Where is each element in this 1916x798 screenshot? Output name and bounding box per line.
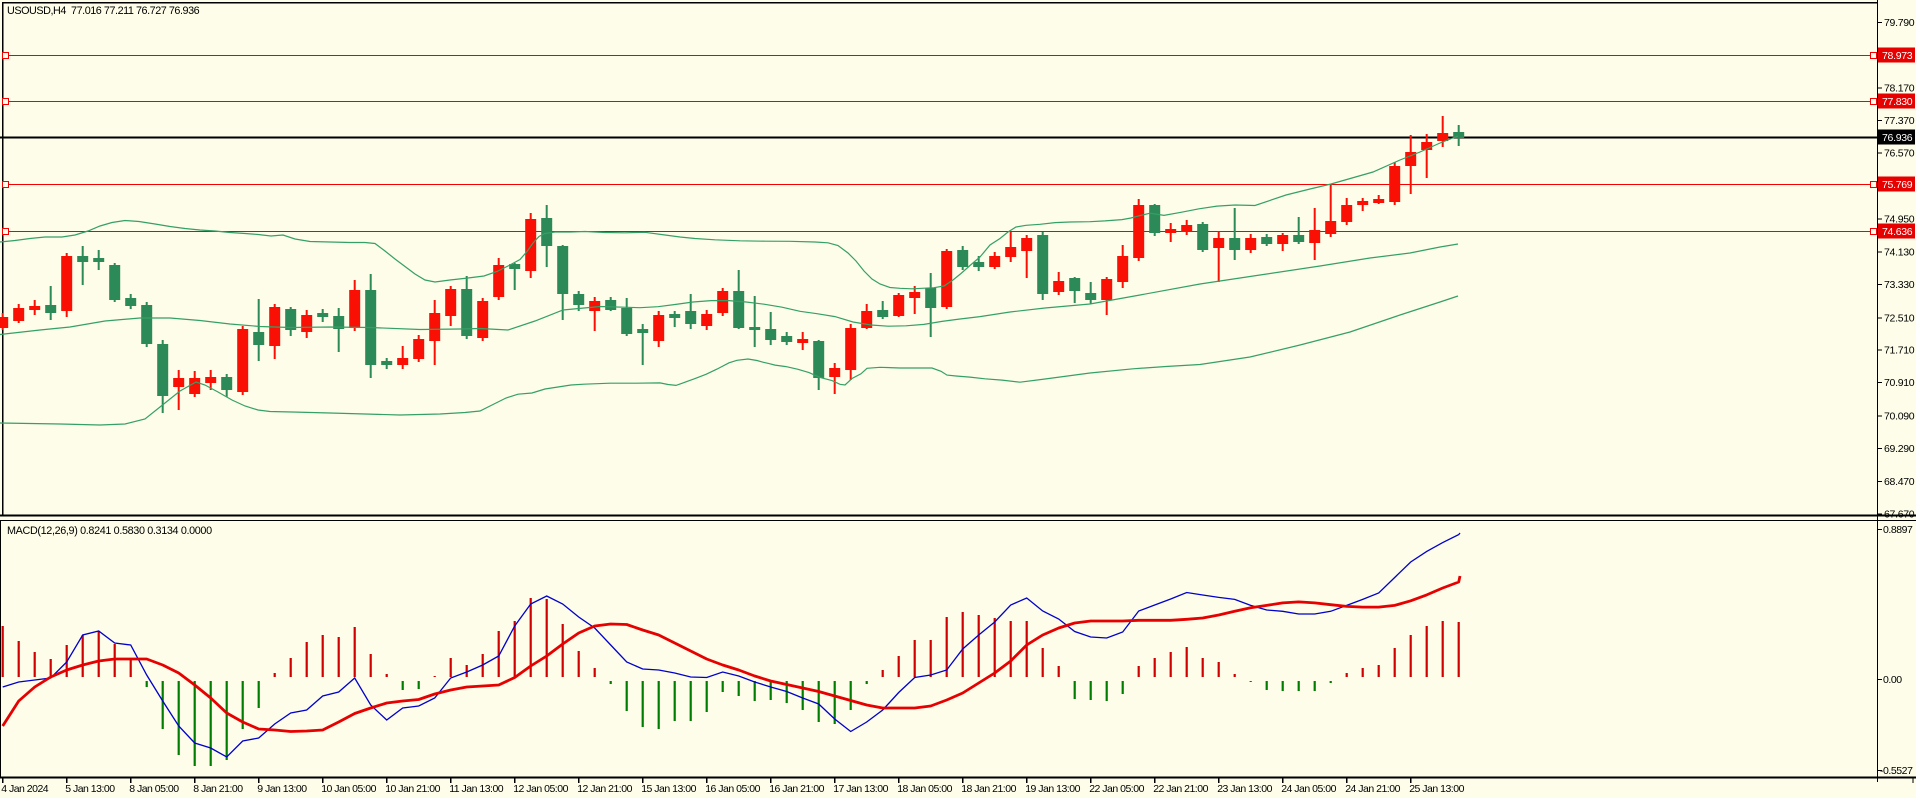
svg-text:24 Jan 05:00: 24 Jan 05:00	[1281, 783, 1336, 795]
svg-text:77.370: 77.370	[1884, 115, 1915, 127]
svg-text:16 Jan 05:00: 16 Jan 05:00	[705, 783, 760, 795]
svg-text:70.090: 70.090	[1884, 411, 1915, 423]
svg-text:74.950: 74.950	[1884, 213, 1915, 225]
svg-text:9 Jan 13:00: 9 Jan 13:00	[257, 783, 307, 795]
svg-text:73.330: 73.330	[1884, 279, 1915, 291]
svg-text:74.636: 74.636	[1882, 226, 1913, 238]
svg-text:77.830: 77.830	[1882, 96, 1913, 108]
svg-text:25 Jan 13:00: 25 Jan 13:00	[1409, 783, 1464, 795]
svg-text:0.8897: 0.8897	[1883, 524, 1913, 536]
svg-text:74.130: 74.130	[1884, 247, 1915, 259]
svg-text:22 Jan 05:00: 22 Jan 05:00	[1089, 783, 1144, 795]
svg-text:76.936: 76.936	[1882, 132, 1913, 144]
svg-text:5 Jan 13:00: 5 Jan 13:00	[65, 783, 115, 795]
svg-text:18 Jan 21:00: 18 Jan 21:00	[961, 783, 1016, 795]
svg-text:-0.5527: -0.5527	[1880, 765, 1913, 777]
svg-text:MACD(12,26,9) 0.8241 0.5830 0.: MACD(12,26,9) 0.8241 0.5830 0.3134 0.000…	[7, 525, 212, 537]
svg-text:0.00: 0.00	[1883, 674, 1902, 686]
svg-text:18 Jan 05:00: 18 Jan 05:00	[897, 783, 952, 795]
svg-text:4 Jan 2024: 4 Jan 2024	[1, 783, 49, 795]
svg-text:75.769: 75.769	[1882, 179, 1913, 191]
svg-text:12 Jan 05:00: 12 Jan 05:00	[513, 783, 568, 795]
svg-text:78.170: 78.170	[1884, 83, 1915, 95]
svg-text:22 Jan 21:00: 22 Jan 21:00	[1153, 783, 1208, 795]
svg-text:15 Jan 13:00: 15 Jan 13:00	[641, 783, 696, 795]
svg-text:76.570: 76.570	[1884, 148, 1915, 160]
svg-text:19 Jan 13:00: 19 Jan 13:00	[1025, 783, 1080, 795]
svg-text:70.910: 70.910	[1884, 377, 1915, 389]
svg-text:10 Jan 05:00: 10 Jan 05:00	[321, 783, 376, 795]
svg-text:68.470: 68.470	[1884, 476, 1915, 488]
svg-text:16 Jan 21:00: 16 Jan 21:00	[769, 783, 824, 795]
svg-text:17 Jan 13:00: 17 Jan 13:00	[833, 783, 888, 795]
svg-text:23 Jan 13:00: 23 Jan 13:00	[1217, 783, 1272, 795]
svg-text:8 Jan 05:00: 8 Jan 05:00	[129, 783, 179, 795]
svg-text:78.973: 78.973	[1882, 50, 1913, 62]
svg-text:12 Jan 21:00: 12 Jan 21:00	[577, 783, 632, 795]
svg-text:11 Jan 13:00: 11 Jan 13:00	[449, 783, 504, 795]
svg-text:USOUSD,H4 77.016 77.211 76.72: USOUSD,H4 77.016 77.211 76.727 76.936	[7, 5, 200, 17]
svg-text:10 Jan 21:00: 10 Jan 21:00	[385, 783, 440, 795]
svg-text:8 Jan 21:00: 8 Jan 21:00	[193, 783, 243, 795]
svg-text:24 Jan 21:00: 24 Jan 21:00	[1345, 783, 1400, 795]
svg-text:72.510: 72.510	[1884, 312, 1915, 324]
svg-text:71.710: 71.710	[1884, 345, 1915, 357]
svg-text:67.670: 67.670	[1884, 509, 1915, 521]
svg-text:79.790: 79.790	[1884, 17, 1915, 29]
svg-text:69.290: 69.290	[1884, 443, 1915, 455]
